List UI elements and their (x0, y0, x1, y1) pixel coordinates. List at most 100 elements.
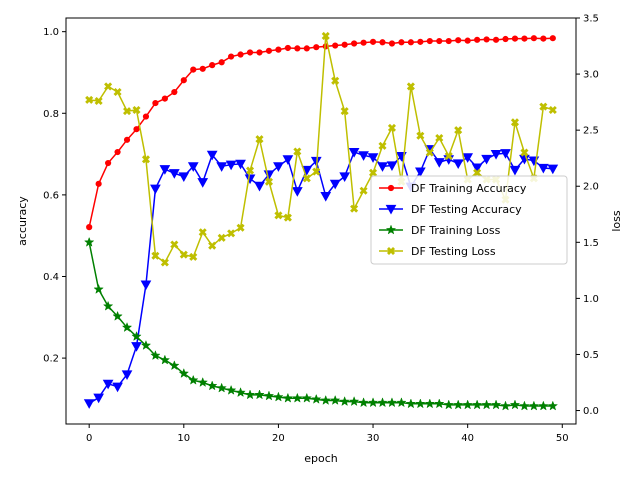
df-training-accuracy-point (275, 46, 282, 53)
df-testing-loss-point (104, 82, 113, 91)
df-testing-accuracy-point (291, 187, 303, 197)
df-testing-loss-point (208, 241, 217, 250)
df-training-loss-point (263, 390, 275, 401)
df-training-loss-point (490, 399, 502, 410)
df-testing-loss-point (359, 186, 368, 195)
x-tick-label: 50 (556, 433, 569, 444)
df-testing-accuracy-point (197, 178, 209, 188)
df-training-loss-point (500, 400, 511, 411)
df-training-loss-point (396, 397, 407, 408)
df-testing-accuracy-point (102, 379, 114, 390)
df-testing-loss-point (425, 148, 434, 157)
df-testing-loss-point (510, 118, 519, 127)
df-training-accuracy-point (379, 39, 386, 46)
df-training-loss-point (386, 397, 398, 408)
y-right-tick-label: 0.0 (583, 406, 599, 417)
df-testing-accuracy-point (509, 165, 521, 176)
x-tick-label: 30 (367, 433, 380, 444)
df-testing-accuracy-point (150, 184, 161, 195)
df-training-loss-point (197, 376, 208, 387)
df-testing-loss-point (331, 76, 340, 85)
y-right-tick-label: 1.5 (583, 238, 599, 249)
df-training-loss-point (93, 283, 104, 294)
df-testing-loss-point (444, 151, 453, 160)
df-testing-loss-point (217, 233, 226, 242)
legend-label: DF Testing Loss (411, 245, 496, 258)
x-tick-label: 0 (86, 433, 92, 444)
df-training-loss-point (244, 389, 256, 400)
df-training-accuracy-point (492, 36, 500, 43)
df-training-loss-point (424, 398, 436, 409)
df-training-loss-point (443, 399, 454, 410)
df-training-loss-point (112, 310, 123, 321)
df-testing-accuracy-point (386, 161, 398, 172)
df-training-accuracy-point (237, 51, 244, 58)
df-training-accuracy-point (417, 38, 424, 45)
df-testing-loss-point (151, 251, 160, 260)
df-training-loss-line (88, 242, 553, 407)
df-training-accuracy-point (86, 224, 93, 231)
df-training-accuracy-point (351, 40, 358, 47)
df-training-accuracy-point (455, 37, 462, 44)
df-training-loss-point (471, 399, 483, 410)
df-training-loss-point (188, 374, 199, 385)
df-testing-loss-point (264, 177, 273, 186)
df-testing-loss-point (473, 168, 482, 177)
df-training-loss-point (434, 398, 445, 409)
df-training-loss-point (311, 393, 322, 404)
df-training-loss-point (301, 392, 313, 403)
df-training-loss-point (131, 330, 142, 341)
df-testing-loss-point (170, 240, 179, 249)
df-training-accuracy-point (114, 148, 121, 156)
df-testing-accuracy-point (367, 153, 379, 163)
y-right-tick-label: 3.0 (583, 70, 599, 81)
df-training-loss-point (178, 368, 190, 378)
df-training-loss-point (509, 399, 521, 410)
x-tick-label: 40 (461, 433, 474, 444)
legend: DF Training Accuracy DF Testing Accuracy D… (370, 175, 568, 265)
legend-entry-df-testing-accuracy: DF Testing Accuracy (379, 203, 522, 216)
legend-marker (385, 224, 397, 235)
df-testing-accuracy-point (187, 162, 199, 172)
df-testing-accuracy-point (140, 280, 152, 291)
df-testing-accuracy-point (83, 399, 95, 409)
y-right-tick-label: 1.0 (583, 294, 599, 305)
df-training-loss-point (121, 322, 133, 333)
y-right-tick-label: 2.0 (583, 182, 599, 193)
df-training-accuracy-point (474, 36, 481, 43)
df-training-accuracy-point (142, 113, 150, 120)
df-training-loss-point (282, 392, 294, 403)
plot-frame (65, 17, 577, 425)
x-tick-label: 20 (272, 433, 285, 444)
x-tick-label: 10 (177, 433, 190, 444)
legend-marker (387, 184, 395, 192)
y-right-axis-label: loss (610, 210, 623, 232)
df-training-loss-point (292, 392, 303, 403)
df-testing-accuracy-point (339, 172, 351, 183)
df-testing-loss-point (236, 223, 245, 232)
df-training-loss-point (254, 389, 265, 400)
df-testing-loss-point (94, 96, 103, 106)
df-training-accuracy-point (152, 99, 159, 107)
df-training-loss-point (273, 391, 284, 402)
df-training-loss-point (320, 394, 331, 405)
df-training-accuracy-point (123, 136, 131, 143)
df-testing-accuracy-point (254, 181, 265, 192)
df-training-accuracy-point (133, 126, 140, 133)
df-testing-accuracy-point (206, 150, 218, 161)
df-training-accuracy-point (502, 35, 509, 43)
df-training-loss-point (339, 396, 350, 407)
df-training-accuracy-point (426, 37, 433, 45)
df-testing-accuracy-point (282, 155, 294, 165)
df-testing-accuracy-point (131, 342, 142, 352)
df-testing-accuracy-point (329, 179, 341, 190)
y-left-tick-label: 0.8 (43, 109, 59, 120)
y-left-tick-label: 0.4 (43, 272, 59, 283)
df-testing-loss-point (548, 105, 557, 114)
df-training-loss-point (140, 339, 152, 350)
df-training-accuracy-point (246, 49, 254, 56)
y-left-tick-label: 0.6 (43, 190, 59, 201)
df-training-loss-point (538, 400, 549, 411)
df-training-accuracy-point (332, 42, 339, 49)
df-training-accuracy-point (209, 62, 216, 69)
